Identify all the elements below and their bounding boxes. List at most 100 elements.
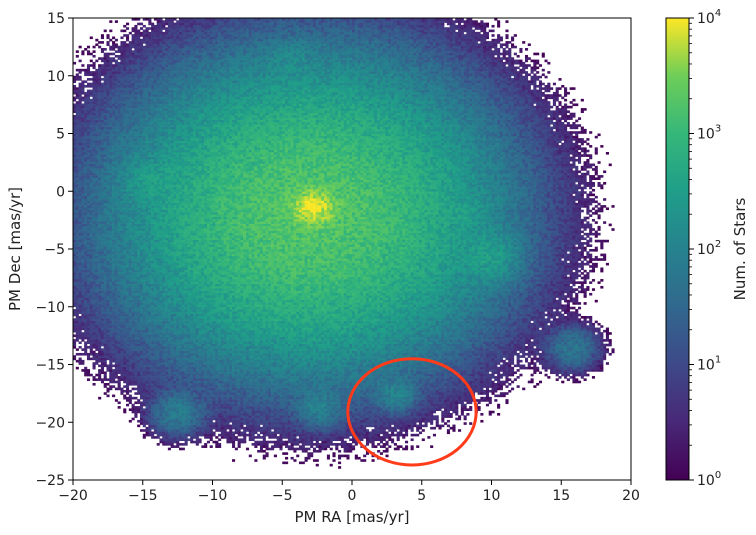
heatmap-cell (103, 175, 107, 178)
heatmap-cell (128, 48, 132, 51)
heatmap-cell (103, 218, 107, 222)
heatmap-cell (81, 145, 85, 148)
heatmap-cell (114, 84, 118, 88)
heatmap-cell (86, 255, 91, 259)
heatmap-cell (151, 80, 155, 83)
heatmap-cell (98, 260, 102, 264)
heatmap-cell (128, 419, 132, 423)
heatmap-cell (75, 191, 79, 194)
heatmap-cell (106, 281, 110, 284)
heatmap-cell (126, 253, 130, 257)
heatmap-cell (98, 101, 102, 104)
heatmap-cell (142, 34, 146, 37)
heatmap-cell (156, 394, 160, 398)
heatmap-cell (109, 131, 113, 134)
heatmap-cell (156, 235, 160, 238)
heatmap-cell (153, 251, 157, 254)
heatmap-cell (131, 145, 135, 148)
heatmap-cell (134, 145, 138, 148)
heatmap-cell (123, 163, 127, 167)
heatmap-cell (95, 207, 99, 211)
heatmap-cell (89, 140, 93, 144)
heatmap-cell (92, 283, 96, 287)
heatmap-cell (137, 115, 141, 118)
heatmap-cell (84, 341, 88, 345)
heatmap-cell (112, 186, 116, 190)
heatmap-cell (123, 378, 127, 381)
heatmap-cell (89, 131, 93, 134)
heatmap-cell (86, 115, 91, 118)
heatmap-cell (128, 151, 132, 155)
heatmap-cell (92, 246, 96, 250)
heatmap-cell (92, 267, 96, 271)
heatmap-cell (131, 198, 135, 201)
heatmap-cell (112, 281, 116, 284)
heatmap-cell (156, 228, 160, 231)
heatmap-cell (131, 359, 135, 363)
heatmap-cell (145, 161, 149, 164)
heatmap-cell (159, 170, 163, 174)
heatmap-cell (159, 385, 163, 388)
heatmap-cell (159, 346, 163, 349)
heatmap-cell (148, 378, 152, 381)
heatmap-cell (98, 221, 102, 224)
heatmap-cell (145, 216, 149, 220)
heatmap-cell (98, 112, 102, 116)
heatmap-cell (128, 202, 132, 206)
heatmap-cell (92, 182, 96, 185)
heatmap-cell (159, 426, 163, 430)
heatmap-cell (128, 304, 132, 308)
heatmap-cell (142, 253, 146, 257)
heatmap-cell (131, 376, 135, 379)
heatmap-cell (81, 327, 85, 331)
heatmap-cell (156, 91, 160, 95)
heatmap-cell (73, 207, 77, 211)
heatmap-cell (81, 175, 85, 178)
heatmap-cell (145, 272, 149, 275)
heatmap-cell (109, 78, 113, 81)
heatmap-cell (162, 147, 166, 150)
heatmap-cell (134, 71, 138, 74)
heatmap-cell (134, 346, 138, 349)
heatmap-cell (117, 350, 121, 354)
heatmap-cell (81, 121, 85, 125)
heatmap-cell (120, 54, 124, 58)
heatmap-cell (139, 419, 144, 423)
heatmap-cell (98, 87, 102, 90)
heatmap-cell (120, 61, 124, 65)
heatmap-cell (120, 279, 124, 282)
heatmap-cell (73, 223, 77, 227)
heatmap-cell (139, 103, 144, 107)
heatmap-cell (123, 371, 127, 375)
heatmap-cell (156, 149, 160, 153)
heatmap-cell (153, 274, 157, 278)
heatmap-cell (78, 327, 82, 331)
heatmap-cell (156, 131, 160, 134)
heatmap-cell (134, 24, 138, 28)
heatmap-cell (95, 258, 99, 261)
heatmap-cell (98, 281, 102, 284)
heatmap-cell (120, 221, 124, 224)
heatmap-cell (103, 78, 107, 81)
heatmap-cell (153, 232, 157, 236)
heatmap-cell (145, 288, 149, 291)
heatmap-cell (126, 124, 130, 127)
heatmap-cell (86, 318, 91, 321)
heatmap-cell (120, 214, 124, 217)
heatmap-cell (151, 244, 155, 247)
heatmap-cell (159, 94, 163, 97)
heatmap-cell (153, 112, 157, 116)
heatmap-cell (128, 359, 132, 363)
heatmap-cell (162, 251, 166, 254)
heatmap-cell (78, 151, 82, 155)
heatmap-cell (148, 216, 152, 220)
heatmap-cell (153, 387, 157, 391)
heatmap-cell (153, 212, 157, 215)
heatmap-cell (134, 235, 138, 238)
heatmap-cell (151, 202, 155, 206)
heatmap-cell (120, 253, 124, 257)
heatmap-cell (84, 216, 88, 220)
heatmap-cell (126, 142, 130, 146)
heatmap-cell (153, 279, 157, 282)
